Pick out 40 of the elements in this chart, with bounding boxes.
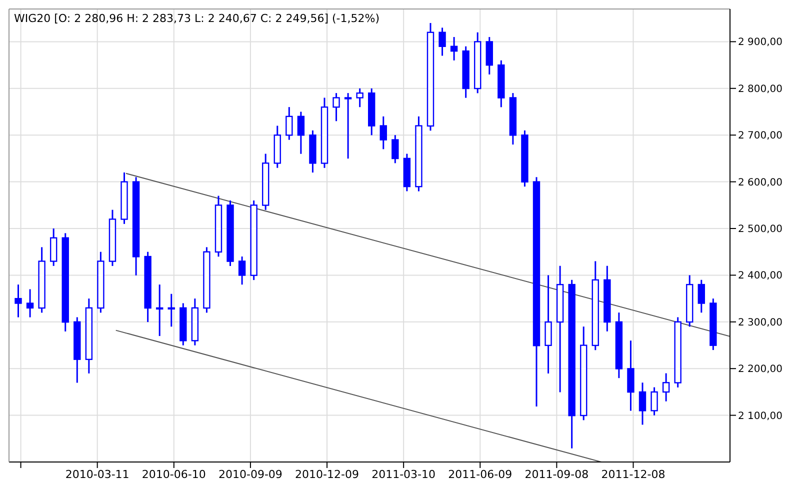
x-tick-label: 2011-06-09 bbox=[448, 468, 512, 481]
x-tick-label: 2011-12-08 bbox=[601, 468, 666, 481]
candlestick bbox=[26, 288, 34, 318]
candlestick bbox=[297, 110, 305, 155]
candlestick bbox=[662, 372, 670, 402]
candlestick bbox=[392, 134, 399, 164]
y-tick-label: 2 500,00 bbox=[738, 224, 783, 236]
candlestick bbox=[356, 88, 364, 108]
x-tick-label: 2011-03-10 bbox=[372, 468, 436, 481]
candlestick bbox=[450, 36, 458, 62]
candlestick bbox=[638, 382, 646, 426]
candlestick bbox=[14, 284, 22, 318]
candlestick bbox=[438, 26, 446, 57]
candlestick bbox=[344, 92, 352, 160]
candlestick bbox=[50, 228, 58, 267]
chart-title: WIG20 [O: 2 280,96 H: 2 283,73 L: 2 240,67 C: 2 249,56] (-1,52%) bbox=[14, 12, 380, 25]
y-tick-label: 2 600,00 bbox=[738, 177, 783, 188]
y-tick-label: 2 800,00 bbox=[738, 84, 783, 95]
y-tick-label: 2 400,00 bbox=[738, 270, 783, 282]
x-tick-label: 2011-09-08 bbox=[524, 468, 589, 481]
candlestick bbox=[650, 386, 658, 416]
y-tick-label: 2 100,00 bbox=[738, 410, 783, 422]
x-tick-label: 2010-03-11 bbox=[65, 468, 130, 481]
y-tick-label: 2 900,00 bbox=[738, 37, 783, 48]
candlestick bbox=[627, 340, 634, 412]
candlestick bbox=[332, 92, 340, 122]
x-tick-label: 2010-12-09 bbox=[295, 468, 359, 481]
candlestick bbox=[168, 293, 175, 328]
candlestick bbox=[380, 116, 387, 150]
candlestick bbox=[238, 256, 246, 286]
y-tick-label: 2 300,00 bbox=[738, 317, 783, 328]
candlestick bbox=[698, 279, 705, 314]
candlestick bbox=[486, 36, 493, 76]
y-tick-label: 2 200,00 bbox=[738, 364, 783, 376]
y-tick-label: 2 700,00 bbox=[738, 130, 783, 142]
candlestick bbox=[544, 274, 552, 374]
candlestick bbox=[286, 106, 293, 141]
x-tick-label: 2010-06-10 bbox=[142, 468, 206, 481]
x-tick-label: 2010-09-09 bbox=[218, 468, 282, 481]
candlestick bbox=[156, 284, 164, 337]
